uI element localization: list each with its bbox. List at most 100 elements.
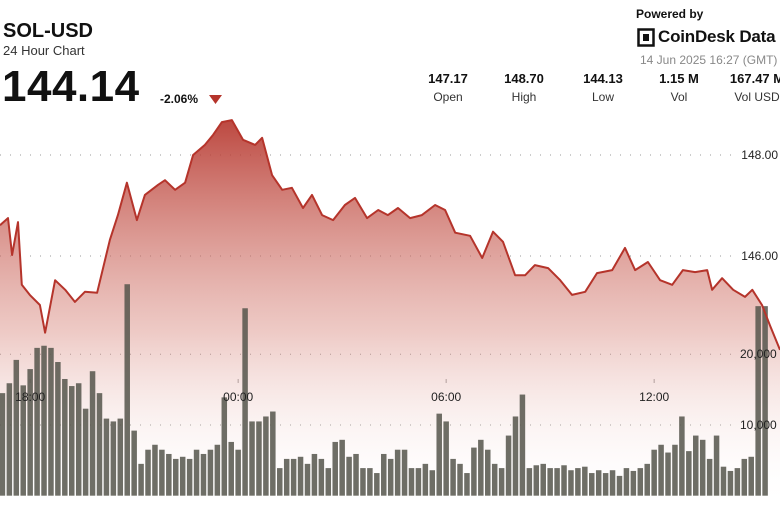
volume-bar xyxy=(27,369,33,496)
stat-value: 147.17 xyxy=(428,71,468,86)
volume-bar xyxy=(485,449,491,496)
stat: 147.17 Open xyxy=(408,71,488,104)
volume-bar xyxy=(595,470,602,496)
volume-bar xyxy=(762,306,768,496)
stat: 167.47 M Vol USD xyxy=(717,71,780,104)
volume-bar xyxy=(297,456,304,496)
volume-bar xyxy=(512,416,519,496)
volume-bar xyxy=(311,453,318,496)
y-tick-label: 146.00 xyxy=(741,249,778,263)
y2-tick-label: 10,000 xyxy=(740,418,777,432)
volume-bar xyxy=(443,421,449,496)
x-tick-label: 12:00 xyxy=(639,390,669,404)
volume-bar xyxy=(422,463,429,496)
volume-bar xyxy=(117,418,124,496)
volume-bar xyxy=(748,456,754,496)
volume-bar xyxy=(6,383,13,496)
stat-value: 1.15 M xyxy=(659,71,699,86)
stat-label: Vol xyxy=(670,90,688,104)
volume-bar xyxy=(401,449,408,496)
volume-bar xyxy=(332,441,338,496)
y2-tick-label: 20,000 xyxy=(740,347,777,361)
volume-bar xyxy=(214,444,221,496)
y-tick-label: 148.00 xyxy=(741,148,778,162)
chart-title: SOL-USD xyxy=(3,20,93,42)
volume-bar xyxy=(221,397,228,496)
volume-bar xyxy=(755,306,761,496)
volume-bar xyxy=(693,435,699,496)
volume-bar xyxy=(519,394,526,496)
volume-bar xyxy=(200,453,207,496)
volume-bar xyxy=(589,473,595,496)
volume-bar xyxy=(89,371,96,496)
volume-bar xyxy=(713,435,720,496)
volume-bar xyxy=(436,413,442,496)
volume-bar xyxy=(152,444,158,496)
volume-bar xyxy=(55,362,61,496)
volume-bar xyxy=(526,468,533,496)
volume-bar xyxy=(498,468,505,496)
stat-label: Vol USD xyxy=(734,90,780,104)
volume-bar xyxy=(346,456,352,496)
volume-bar xyxy=(706,458,713,496)
volume-bar xyxy=(616,475,623,496)
volume-bar xyxy=(318,458,325,496)
volume-bar xyxy=(367,468,373,496)
x-tick-label: 18:00 xyxy=(15,390,45,404)
volume-bar xyxy=(540,463,546,496)
volume-bar xyxy=(554,468,560,496)
volume-bar xyxy=(575,468,581,496)
volume-bar xyxy=(568,470,574,496)
volume-bar xyxy=(131,430,137,496)
volume-bar xyxy=(471,447,477,496)
brand-logo xyxy=(637,28,655,47)
volume-bar xyxy=(339,439,345,496)
volume-bar xyxy=(408,468,415,496)
volume-bar xyxy=(679,416,685,496)
x-tick-label: 00:00 xyxy=(223,390,253,404)
volume-bar xyxy=(637,468,644,496)
stat-value: 167.47 M xyxy=(729,71,780,86)
volume-bar xyxy=(665,452,671,496)
volume-bar xyxy=(734,468,741,496)
stat: 1.15 M Vol xyxy=(639,71,719,104)
volume-bar xyxy=(290,458,297,496)
volume-bar xyxy=(582,466,588,496)
volume-bar xyxy=(270,411,276,496)
volume-bar xyxy=(374,473,380,496)
volume-bar xyxy=(561,465,567,496)
volume-bar xyxy=(159,449,165,496)
volume-bar xyxy=(110,421,117,496)
stat: 148.70 High xyxy=(484,71,564,104)
volume-bar xyxy=(658,444,664,496)
volume-bar xyxy=(533,465,540,496)
area-layer xyxy=(0,120,780,507)
stat-value: 148.70 xyxy=(504,71,544,86)
volume-bar xyxy=(325,468,332,496)
volume-bar xyxy=(41,345,47,496)
volume-bar xyxy=(75,383,82,496)
volume-bar xyxy=(249,421,255,496)
price-area xyxy=(0,120,780,507)
volume-bar xyxy=(145,449,151,496)
timestamp: 14 Jun 2025 16:27 (GMT) xyxy=(640,53,778,67)
volume-bar xyxy=(450,458,456,496)
volume-bar xyxy=(283,458,290,496)
volume-bar xyxy=(277,468,283,496)
chart-subtitle: 24 Hour Chart xyxy=(3,43,85,58)
volume-bar xyxy=(387,458,394,496)
volume-bar xyxy=(304,463,311,496)
volume-bar xyxy=(256,421,262,496)
current-price: 144.14 xyxy=(2,62,140,111)
volume-bar xyxy=(0,393,6,496)
volume-bar xyxy=(138,463,144,496)
volume-bar xyxy=(96,393,103,496)
volume-bar xyxy=(602,473,609,496)
volume-bar xyxy=(242,308,248,496)
volume-bar xyxy=(360,468,366,496)
volume-bar xyxy=(609,470,616,496)
volume-bar xyxy=(415,468,422,496)
volume-bar xyxy=(166,453,172,496)
volume-bar xyxy=(207,449,214,496)
